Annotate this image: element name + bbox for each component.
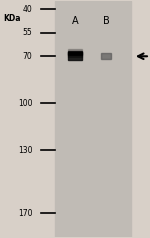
Text: 170: 170 [18,208,33,218]
Text: A: A [72,15,78,25]
Text: 130: 130 [18,146,33,155]
Text: KDa: KDa [3,14,20,23]
Bar [68,54,82,55]
Text: 100: 100 [18,99,33,108]
Bar [68,52,82,60]
Bar [68,51,82,52]
Bar [55,1,132,237]
Text: 55: 55 [23,28,33,37]
Text: 70: 70 [23,52,33,61]
Bar [68,55,82,57]
Bar [68,49,82,51]
Bar [101,53,111,60]
Text: 40: 40 [23,5,33,14]
Text: B: B [103,15,109,25]
Bar [68,52,82,54]
